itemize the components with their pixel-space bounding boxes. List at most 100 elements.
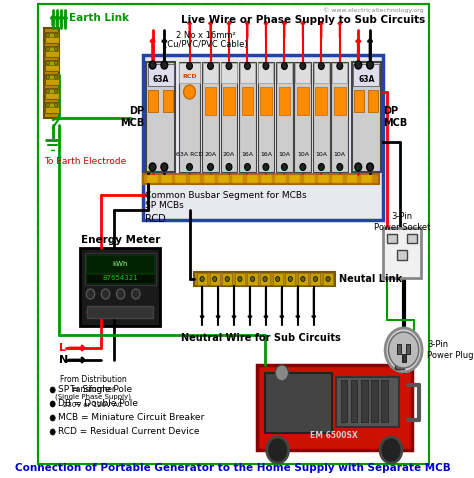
Bar <box>239 62 256 172</box>
Circle shape <box>275 276 280 282</box>
Circle shape <box>208 163 213 171</box>
Circle shape <box>86 289 95 299</box>
Text: 10A: 10A <box>315 152 328 156</box>
Bar <box>147 64 173 86</box>
Bar <box>257 62 274 172</box>
Bar <box>45 32 59 43</box>
Text: (Cu/PVC/PVC Cable): (Cu/PVC/PVC Cable) <box>164 40 248 48</box>
Bar <box>290 175 301 183</box>
Text: RCD: RCD <box>145 214 166 224</box>
Bar <box>232 175 243 183</box>
Bar <box>316 87 327 115</box>
Text: (Single Phase Supply): (Single Phase Supply) <box>55 394 131 400</box>
Circle shape <box>245 163 250 171</box>
Bar <box>318 175 329 183</box>
Circle shape <box>313 276 318 282</box>
Bar <box>87 306 154 318</box>
Text: © www.electricaltechnology.org: © www.electricaltechnology.org <box>323 7 424 12</box>
Circle shape <box>367 163 374 171</box>
Circle shape <box>380 437 402 463</box>
Circle shape <box>50 429 55 435</box>
Bar <box>295 63 310 83</box>
Bar <box>354 90 364 112</box>
Text: 10A: 10A <box>334 152 346 156</box>
Bar <box>86 255 154 273</box>
Circle shape <box>208 63 213 69</box>
Circle shape <box>187 63 192 69</box>
Bar <box>203 63 218 83</box>
Bar <box>163 90 173 112</box>
Bar <box>402 354 406 362</box>
Bar <box>194 272 335 286</box>
Bar <box>204 175 215 183</box>
Text: SP = Single Pole: SP = Single Pole <box>58 385 132 394</box>
Bar <box>273 273 283 285</box>
Circle shape <box>263 163 269 171</box>
Bar <box>205 87 217 115</box>
Circle shape <box>55 75 58 79</box>
Circle shape <box>337 63 343 69</box>
Bar <box>46 103 58 107</box>
Circle shape <box>238 276 242 282</box>
Bar <box>143 174 379 184</box>
Bar <box>387 234 397 243</box>
Bar <box>46 47 58 51</box>
Circle shape <box>226 163 232 171</box>
Bar <box>247 273 257 285</box>
Bar <box>261 175 272 183</box>
Bar <box>235 273 245 285</box>
Bar <box>46 33 58 37</box>
Text: 230V or 120V AC: 230V or 120V AC <box>63 402 123 408</box>
Bar <box>84 253 156 285</box>
Bar <box>260 273 270 285</box>
Circle shape <box>183 85 195 99</box>
Text: 20A: 20A <box>223 152 235 156</box>
Bar <box>332 63 347 83</box>
Bar <box>294 62 311 172</box>
Bar <box>46 89 58 93</box>
Circle shape <box>50 415 55 421</box>
Circle shape <box>132 289 140 299</box>
Text: RCD: RCD <box>182 74 197 78</box>
Text: L: L <box>59 343 66 353</box>
Circle shape <box>55 61 58 65</box>
Circle shape <box>187 163 192 171</box>
Bar <box>361 380 367 422</box>
Circle shape <box>355 61 362 69</box>
Text: 87654321: 87654321 <box>102 275 138 281</box>
Circle shape <box>226 63 232 69</box>
Bar <box>265 373 332 433</box>
Bar <box>240 63 255 83</box>
Text: Transformer: Transformer <box>70 384 116 393</box>
Bar <box>383 228 421 278</box>
Bar <box>277 63 292 83</box>
Bar <box>381 380 388 422</box>
Bar <box>222 273 232 285</box>
Circle shape <box>200 276 204 282</box>
Bar <box>45 88 59 99</box>
Bar <box>175 175 186 183</box>
Text: 20A: 20A <box>204 152 217 156</box>
Text: 3-Pin
Power Plug: 3-Pin Power Plug <box>427 340 474 360</box>
Circle shape <box>117 289 125 299</box>
Circle shape <box>282 63 287 69</box>
Circle shape <box>101 289 110 299</box>
Circle shape <box>46 61 49 65</box>
Text: Connection of Portable Generator to the Home Supply with Separate MCB: Connection of Portable Generator to the … <box>15 463 451 473</box>
Bar <box>218 175 229 183</box>
Circle shape <box>46 47 49 51</box>
Bar <box>46 61 58 65</box>
Bar <box>407 234 417 243</box>
Bar <box>337 377 400 427</box>
Bar <box>406 344 410 354</box>
Circle shape <box>319 63 324 69</box>
Bar <box>210 273 220 285</box>
Bar <box>257 365 412 450</box>
Bar <box>146 175 158 183</box>
Circle shape <box>50 387 55 393</box>
Bar <box>395 353 403 369</box>
Text: 16A: 16A <box>260 152 272 156</box>
Bar <box>81 248 160 326</box>
Circle shape <box>263 276 267 282</box>
Bar <box>180 63 200 83</box>
